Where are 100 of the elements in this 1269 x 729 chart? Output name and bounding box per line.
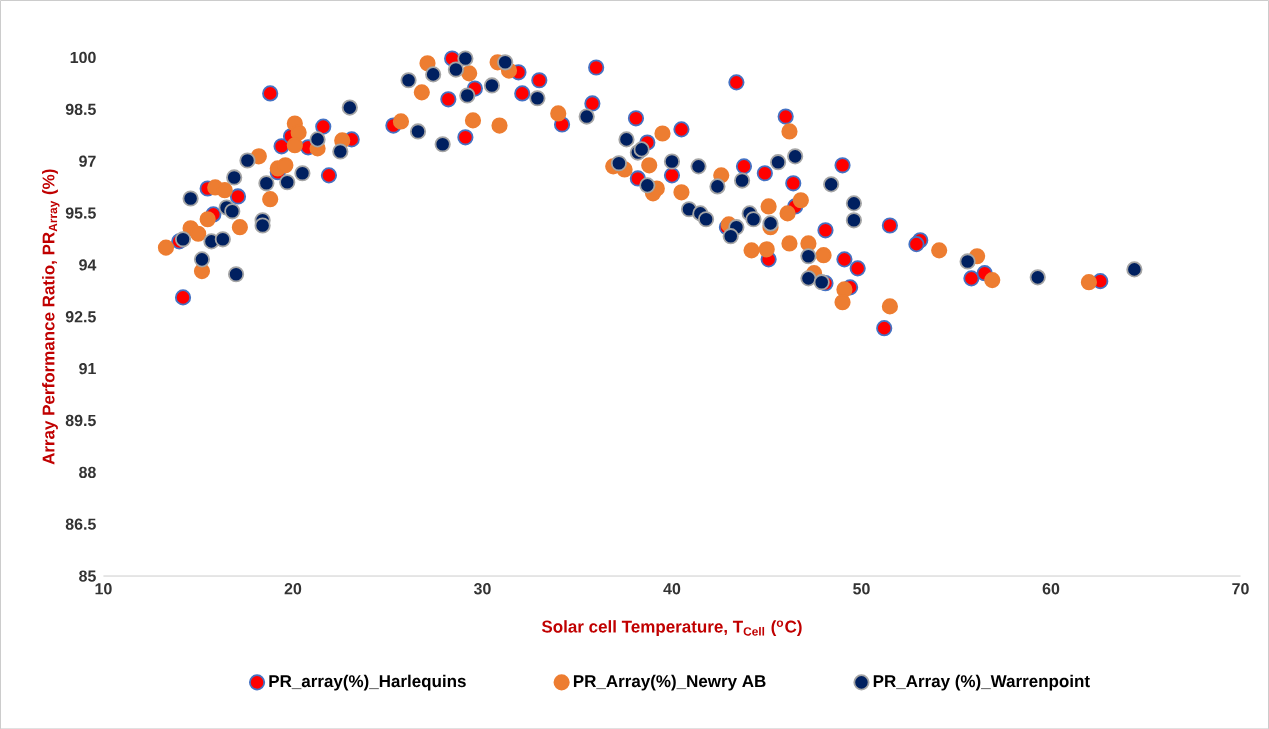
point [315, 118, 332, 135]
x-tick-label: 10 [95, 582, 112, 595]
point [174, 289, 192, 306]
point [639, 177, 656, 194]
x-tick-label: 70 [1232, 582, 1249, 595]
y-tick-label: 88 [79, 466, 96, 478]
point [457, 129, 474, 146]
point [514, 85, 531, 102]
point [845, 212, 862, 229]
point [834, 157, 851, 174]
point [413, 84, 430, 101]
point [627, 110, 645, 127]
point [229, 188, 247, 205]
point [618, 131, 635, 148]
point [231, 218, 248, 236]
point [908, 235, 925, 253]
point [663, 153, 681, 170]
point [876, 319, 893, 337]
point [777, 108, 794, 125]
point [224, 203, 241, 220]
point [836, 251, 853, 268]
point [787, 148, 804, 165]
point [483, 77, 501, 94]
point [817, 222, 834, 239]
point [258, 175, 275, 192]
point [294, 164, 311, 182]
point [341, 99, 358, 116]
point [931, 242, 948, 259]
point [447, 61, 465, 78]
point [834, 293, 851, 311]
point [762, 215, 779, 232]
point [758, 241, 775, 258]
point [815, 246, 832, 264]
point [728, 74, 745, 91]
y-tick-label: 94 [79, 259, 97, 271]
point [277, 157, 294, 174]
point [633, 141, 650, 158]
legend-label: PR_array(%)_Harlequins [269, 674, 466, 691]
point [697, 210, 715, 228]
point [792, 191, 809, 209]
point [743, 242, 760, 259]
point [770, 153, 787, 171]
point [588, 59, 605, 76]
point [400, 71, 417, 89]
point [174, 231, 192, 248]
y-tick-label: 91 [79, 362, 96, 375]
point [673, 121, 690, 138]
y-tick-label: 89.5 [65, 414, 96, 426]
y-tick-label: 86.5 [65, 518, 96, 530]
x-tick-label: 20 [284, 582, 302, 595]
x-tick-label: 40 [663, 582, 681, 595]
point [226, 169, 243, 186]
point [1126, 261, 1143, 278]
point [849, 260, 866, 277]
point [182, 190, 199, 207]
point [735, 158, 753, 175]
point [673, 184, 690, 201]
point [984, 271, 1001, 288]
point [409, 123, 427, 140]
point [531, 71, 548, 89]
y-tick-label: 85 [79, 570, 96, 582]
point [779, 205, 796, 222]
point [157, 239, 175, 256]
x-tick-label: 30 [473, 582, 491, 595]
point [457, 50, 474, 67]
point [279, 173, 296, 191]
point [440, 91, 457, 108]
point [550, 105, 567, 122]
point [332, 143, 349, 160]
point [529, 89, 546, 107]
point [881, 217, 898, 234]
point [262, 190, 279, 208]
point [881, 298, 898, 315]
legend-label: PR_Array(%)_Newry AB [573, 674, 766, 691]
point [823, 176, 840, 193]
point [290, 124, 307, 141]
point [584, 95, 601, 112]
point [733, 172, 751, 189]
point [813, 273, 830, 291]
point [239, 152, 256, 169]
point [497, 54, 514, 71]
point [845, 195, 862, 212]
x-tick-label: 50 [853, 582, 870, 595]
point [1080, 273, 1097, 291]
point [959, 253, 976, 270]
point [785, 175, 802, 192]
point [781, 123, 798, 140]
point [781, 235, 798, 252]
point [392, 113, 410, 130]
point [286, 136, 303, 154]
point [459, 87, 476, 104]
point [491, 117, 508, 134]
point [216, 181, 233, 199]
point [309, 131, 326, 148]
point [800, 270, 817, 287]
point [760, 198, 777, 215]
point [641, 157, 658, 174]
legend-label: PR_Array (%)_Warrenpoint [873, 674, 1090, 691]
point [610, 154, 627, 172]
point [654, 125, 671, 142]
